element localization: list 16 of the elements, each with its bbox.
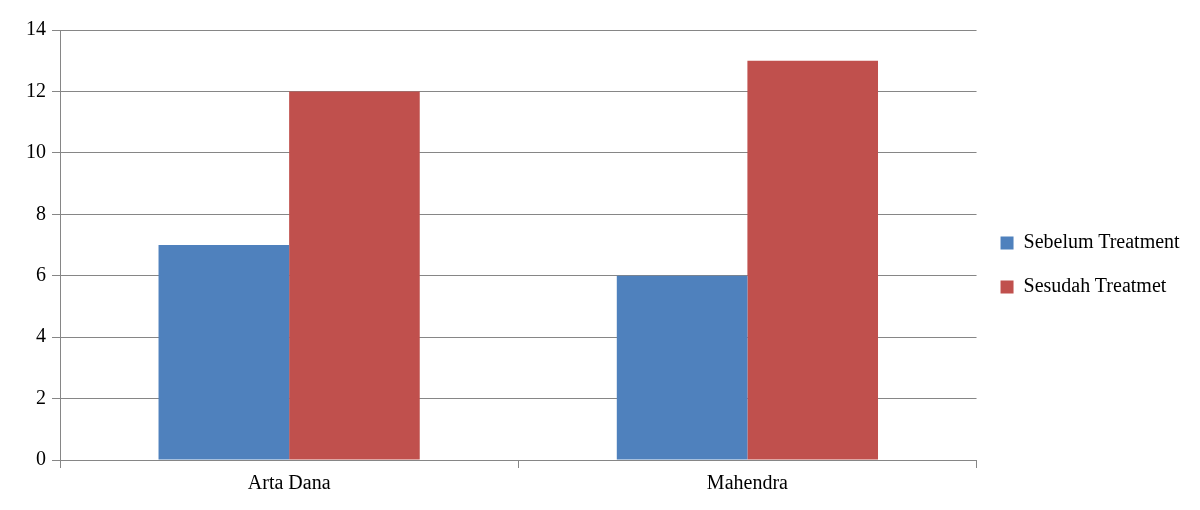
y-tick-label: 6 [36,262,46,285]
y-tick-label: 4 [36,324,46,347]
bar [747,60,879,460]
bar [616,275,748,460]
y-tick-label: 2 [36,385,46,408]
y-tick-label: 14 [26,17,46,40]
x-tick-label: Mahendra [706,471,789,494]
y-tick-label: 12 [26,78,46,101]
legend-label: Sebelum Treatment [1023,230,1181,253]
y-tick-label: 10 [26,140,46,163]
y-tick-label: 8 [36,201,46,224]
x-tick-label: Arta Dana [247,471,331,494]
y-tick-label: 0 [36,447,46,470]
bar [158,245,290,460]
legend-label: Sesudah Treatmet [1023,274,1167,297]
bar [289,91,420,460]
